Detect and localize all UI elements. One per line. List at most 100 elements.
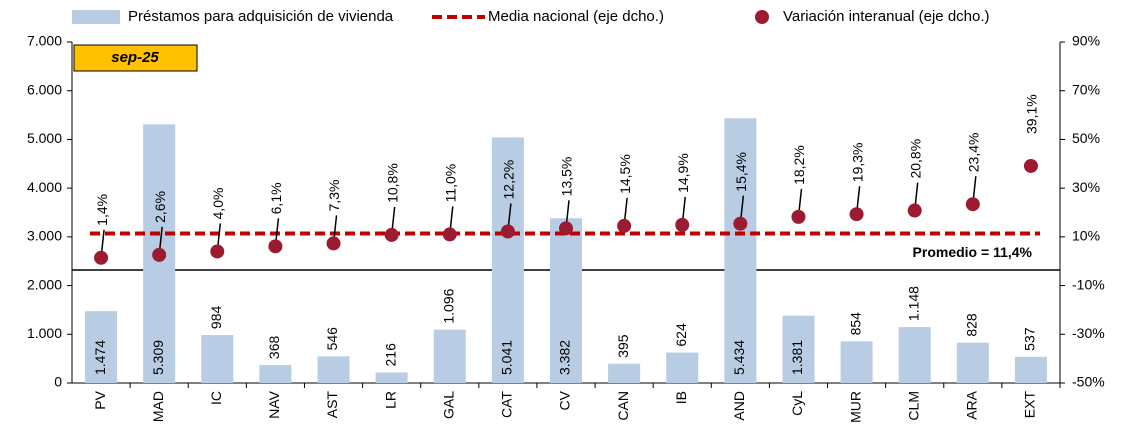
dot-value-label: 13,5% [559,157,575,197]
y-tick-label: 3.000 [27,228,62,244]
y2-tick-label: 10% [1072,228,1100,244]
x-tick-label: CAN [615,391,631,421]
dot [1023,158,1038,173]
bar [375,372,408,383]
bar-value-label: 395 [615,334,631,358]
bar-value-label: 537 [1022,327,1038,351]
dot [907,203,922,218]
bar [666,352,699,383]
bar-value-label: 624 [673,323,689,347]
x-tick-label: IB [673,391,689,404]
bar-value-label: 5.309 [150,340,166,375]
dot [791,209,806,224]
legend-label: Media nacional (eje dcho.) [488,8,664,25]
dot-value-label: 20,8% [907,139,923,179]
y-tick-label: 6.000 [27,81,62,97]
dot-value-label: 14,5% [617,154,633,194]
dot [617,218,632,233]
bar [550,218,582,383]
dot-value-label: 19,3% [849,143,865,183]
dot-value-label: 10,8% [384,163,400,203]
y-tick-label: 5.000 [27,130,62,146]
dot [733,216,748,231]
bar [956,342,989,383]
annotation-box [73,44,198,72]
x-tick-label: AND [731,391,747,421]
x-tick-label: IC [208,391,224,405]
legend-label: Préstamos para adquisición de vivienda [128,8,394,25]
bar [840,341,873,383]
dot [675,217,690,232]
bar-value-label: 1.096 [440,288,456,323]
legend-swatch [755,10,769,24]
y-tick-label: 2.000 [27,276,62,292]
bar [85,311,118,383]
bar-value-label: 5.041 [499,340,515,375]
dot-value-label: 14,9% [675,153,691,193]
y2-tick-label: 90% [1072,33,1100,49]
legend-label: Variación interanual (eje dcho.) [783,8,990,25]
bar [898,327,931,383]
x-tick-label: MAD [150,391,166,422]
y2-tick-label: 50% [1072,130,1100,146]
bar-value-label: 546 [324,327,340,351]
dot-value-label: 1,4% [94,194,110,226]
y-tick-label: 7.000 [27,33,62,49]
y-tick-label: 4.000 [27,179,62,195]
y2-tick-label: 70% [1072,81,1100,97]
x-tick-label: EXT [1022,391,1038,419]
x-tick-label: ARA [964,390,980,419]
legend-swatch [72,10,120,24]
x-tick-label: PV [92,390,108,409]
dot-value-label: 7,3% [326,180,342,212]
dot-value-label: 11,0% [442,164,458,203]
x-tick-label: NAV [266,390,282,418]
dot [500,224,515,239]
dot [849,207,864,222]
annotation: sep-25 [111,49,159,66]
y-tick-label: 0 [54,374,62,390]
bar-value-label: 1.148 [905,286,921,321]
x-tick-label: GAL [440,391,456,419]
dot-value-label: 15,4% [733,152,749,192]
dot-value-label: 4,0% [210,188,226,220]
y2-tick-label: -50% [1072,374,1105,390]
bar-value-label: 1.474 [92,340,108,375]
bar [782,315,815,383]
dot [94,250,109,265]
dot [268,239,283,254]
bar [724,118,757,384]
x-tick-label: AST [324,391,340,419]
x-tick-label: CyL [789,391,805,416]
bar-value-label: 5.434 [731,340,747,375]
dot-value-label: 12,2% [501,160,517,200]
bar-value-label: 984 [208,305,224,329]
bar [608,363,641,383]
dot-value-label: 6,1% [268,182,284,214]
x-tick-label: LR [382,391,398,409]
x-tick-label: CAT [499,391,515,418]
x-tick-label: MUR [847,391,863,423]
dot [210,244,225,259]
bar-value-label: 3.382 [557,340,573,375]
bar-value-label: 216 [382,343,398,367]
bar [201,335,234,383]
bar [259,365,292,383]
dot [326,236,341,251]
dot [965,197,980,212]
x-tick-label: CLM [905,391,921,421]
y2-tick-label: -30% [1072,325,1105,341]
dot-value-label: 23,4% [966,133,982,173]
dot-value-label: 2,6% [152,191,168,223]
bar [1014,356,1047,383]
x-tick-label: CV [557,390,573,410]
bar-value-label: 368 [266,336,282,360]
reference-label: Promedio = 11,4% [913,244,1033,260]
dot [152,247,167,262]
bar [491,137,524,383]
dot-value-label: 39,1% [1024,94,1040,134]
dot-value-label: 18,2% [791,145,807,185]
dot [559,221,573,236]
bar-value-label: 828 [964,313,980,337]
